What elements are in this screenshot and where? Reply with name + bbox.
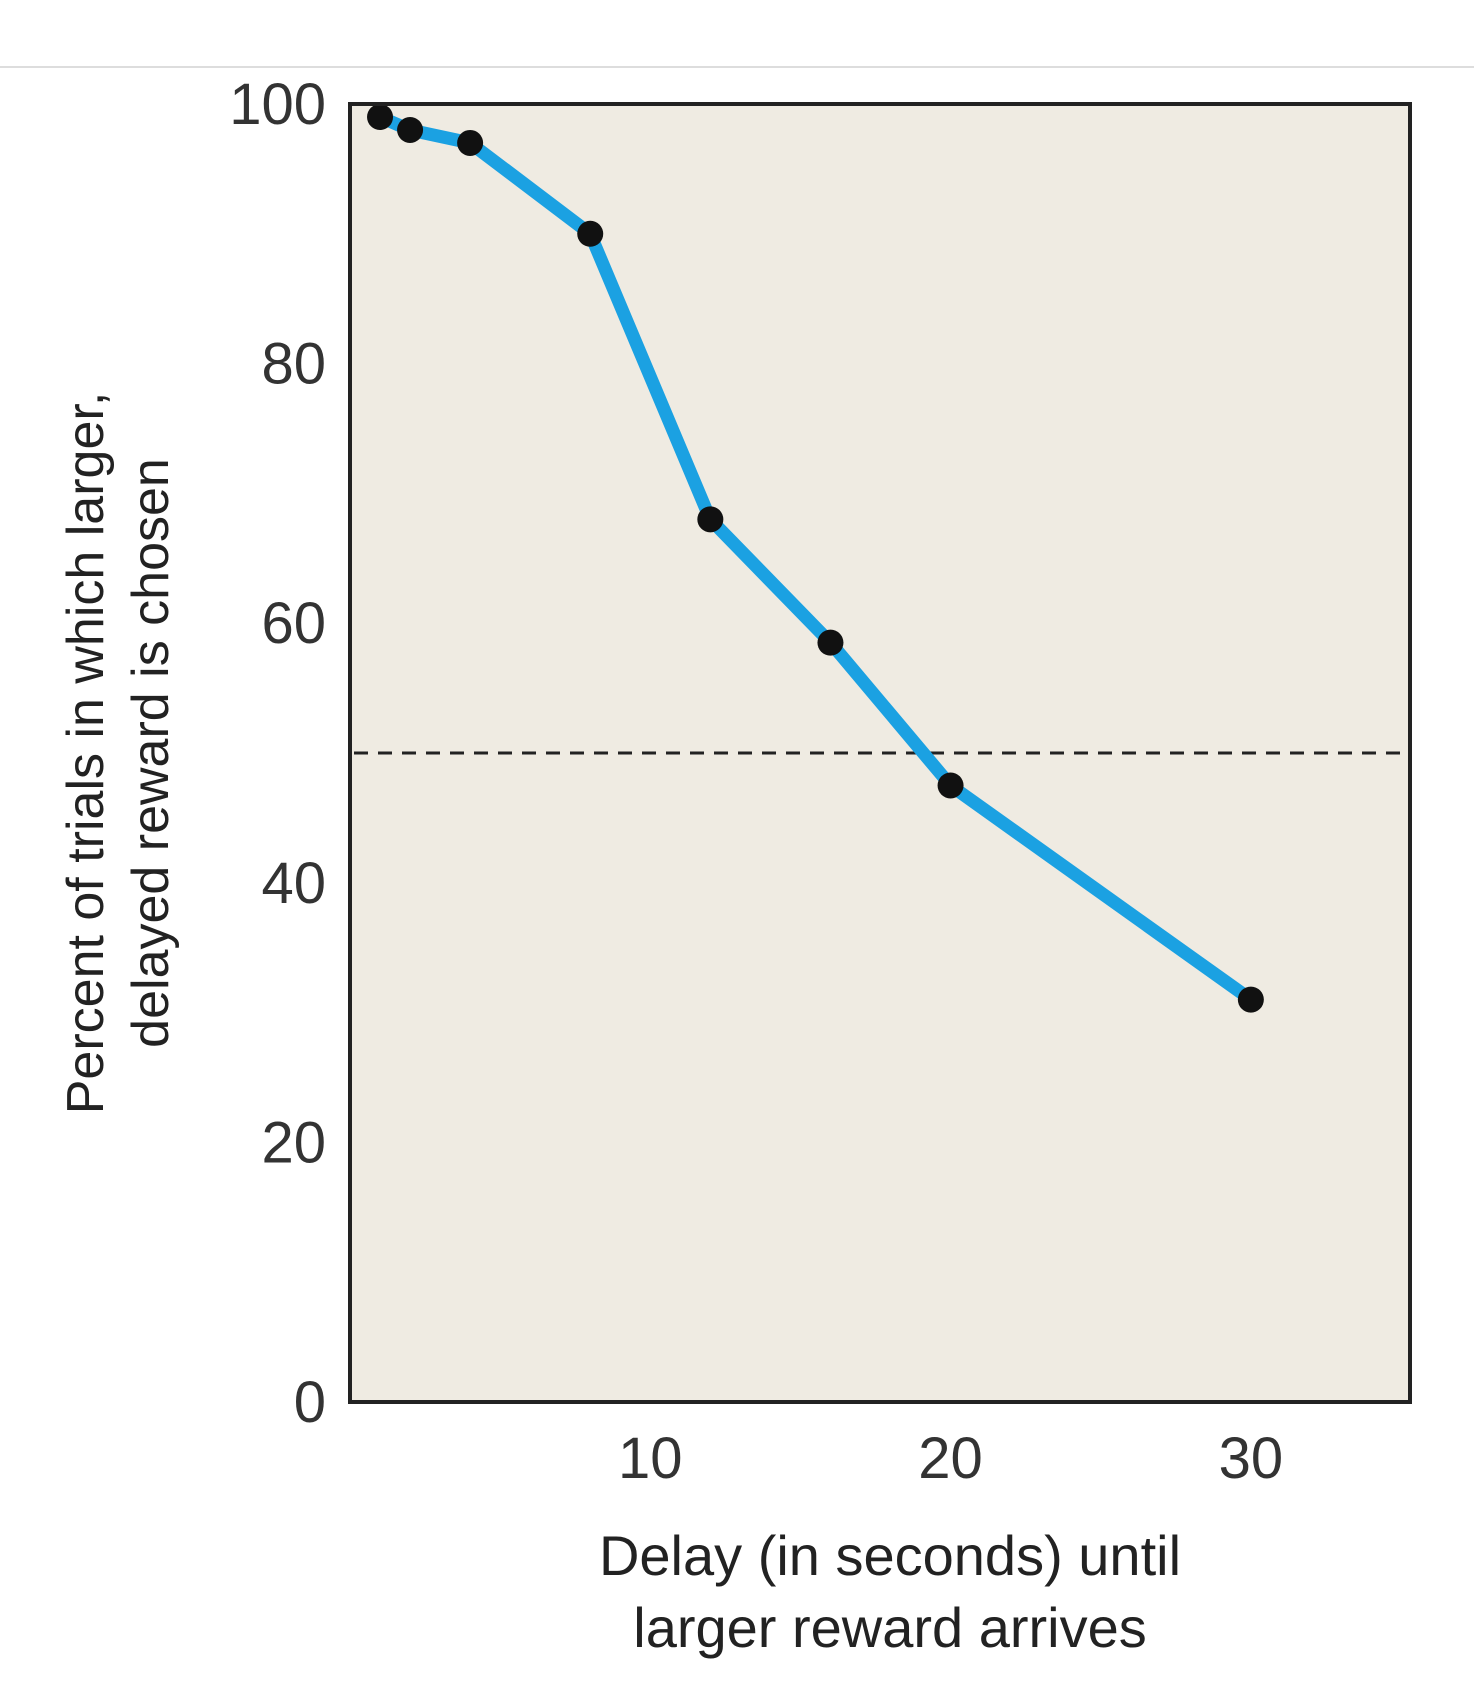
data-point-3 <box>457 129 484 156</box>
y-tick-label: 0 <box>294 1370 326 1435</box>
y-tick-label: 100 <box>229 72 326 137</box>
y-tick-label: 80 <box>261 332 326 397</box>
x-tick-label: 20 <box>918 1426 983 1491</box>
data-point-4 <box>577 220 604 247</box>
y-tick-label: 60 <box>261 591 326 656</box>
data-point-1 <box>367 103 394 130</box>
data-point-6 <box>817 629 844 656</box>
y-axis-label-line-1: Percent of trials in which larger, <box>57 392 115 1115</box>
data-point-8 <box>1237 986 1264 1013</box>
y-tick-label: 20 <box>261 1110 326 1175</box>
data-point-5 <box>697 506 724 533</box>
y-axis-label-line-2: delayed reward is chosen <box>122 458 180 1048</box>
x-tick-label: 30 <box>1219 1426 1284 1491</box>
plot-frame <box>348 102 1412 1404</box>
y-tick-label: 40 <box>261 851 326 916</box>
top-divider <box>0 66 1474 68</box>
x-axis-label-line-2: larger reward arrives <box>633 1596 1147 1659</box>
data-point-2 <box>397 116 424 143</box>
x-tick-label: 10 <box>618 1426 683 1491</box>
x-axis-label-line-1: Delay (in seconds) until <box>599 1524 1181 1587</box>
data-point-7 <box>937 772 964 799</box>
